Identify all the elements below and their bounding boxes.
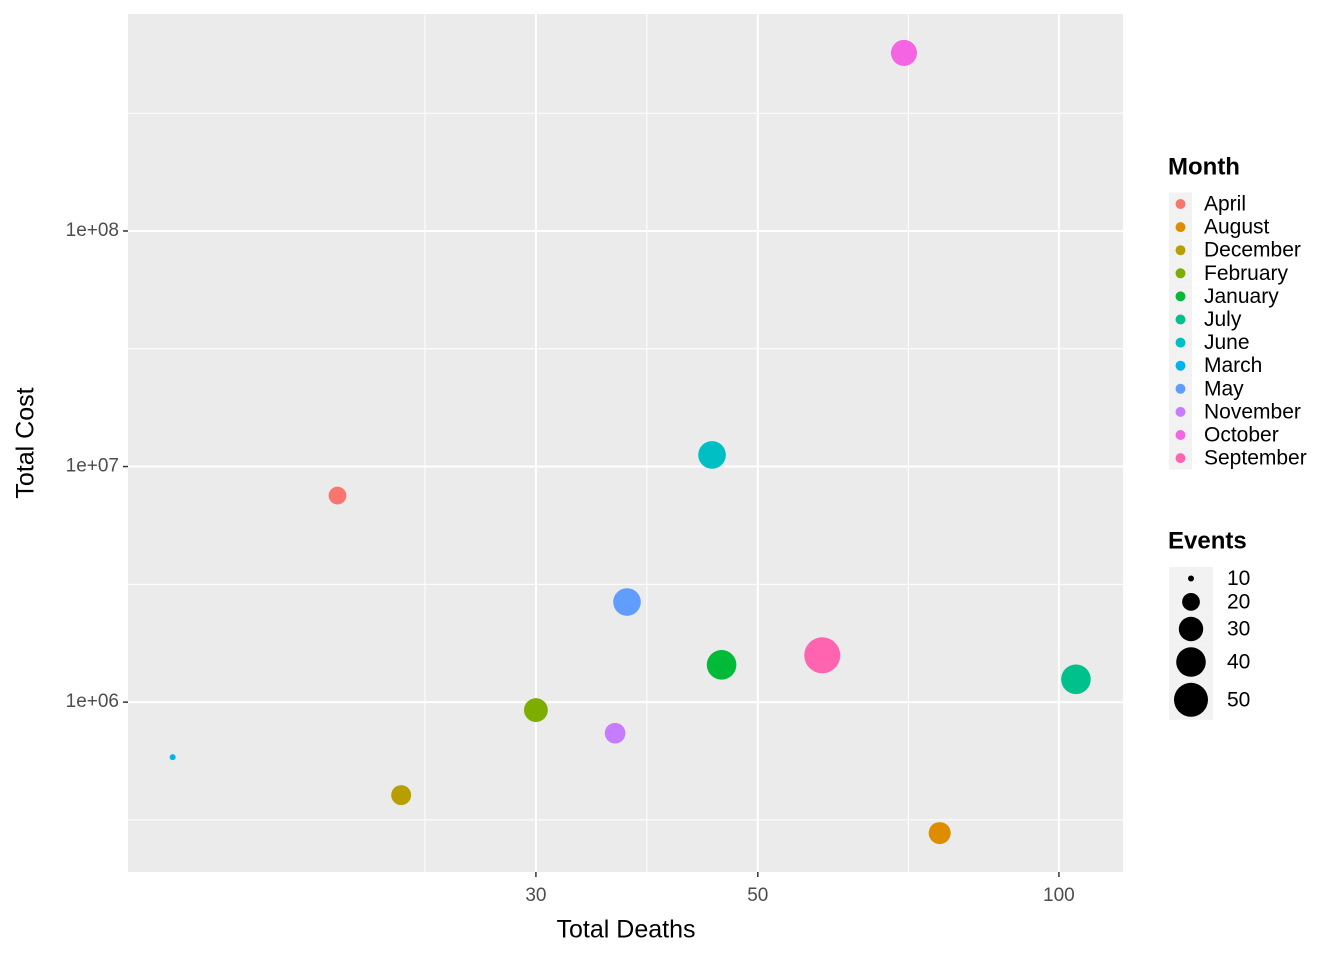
x-tick-label: 100 (1043, 885, 1075, 906)
legend-swatch (1175, 199, 1186, 209)
legend-label: February (1204, 262, 1289, 285)
size-legend-title: Events (1168, 527, 1247, 554)
legend-swatch (1175, 430, 1186, 440)
legend-label: March (1204, 354, 1262, 377)
point (890, 39, 918, 66)
legend-swatch (1175, 222, 1186, 233)
legend-label: May (1204, 377, 1244, 400)
legend-label: August (1204, 216, 1270, 239)
size-swatch (1182, 593, 1200, 611)
legend-label: 30 (1227, 618, 1250, 641)
legend-label: January (1204, 285, 1279, 308)
point (523, 698, 548, 722)
x-tick-label: 50 (747, 885, 768, 906)
point (391, 785, 412, 806)
point (604, 722, 626, 744)
legend-swatch (1175, 291, 1186, 302)
legend-label: September (1204, 447, 1307, 470)
legend-label: June (1204, 331, 1250, 354)
point (698, 441, 726, 469)
point (169, 754, 176, 761)
size-swatch (1176, 647, 1206, 677)
legend-label: October (1204, 424, 1279, 447)
y-axis-title: Total Cost (12, 387, 40, 498)
legend-label: 50 (1227, 688, 1250, 711)
legend-label: 10 (1227, 567, 1250, 590)
legend-label: 20 (1227, 590, 1250, 613)
y-tick-label: 1e+06 (66, 691, 119, 712)
legend-swatch (1175, 314, 1186, 325)
x-axis-title: Total Deaths (557, 916, 696, 944)
panel (128, 14, 1123, 872)
legend-swatch (1175, 453, 1186, 464)
legend-label: December (1204, 239, 1301, 262)
point (1061, 664, 1091, 695)
point (928, 822, 951, 845)
x-tick-label: 30 (525, 885, 546, 906)
size-swatch (1178, 616, 1204, 642)
size-swatch (1188, 575, 1194, 582)
legend-label: April (1204, 193, 1246, 216)
legend-label: 40 (1227, 651, 1250, 674)
legend-swatch (1175, 245, 1186, 256)
point (804, 637, 841, 674)
legend-swatch (1175, 268, 1186, 279)
legend-label: November (1204, 400, 1301, 423)
y-tick-label: 1e+07 (66, 456, 119, 477)
legend-swatch (1175, 406, 1186, 417)
point (706, 650, 737, 680)
point (613, 588, 641, 616)
legend-label: July (1204, 308, 1242, 331)
size-swatch (1174, 682, 1208, 717)
legend-swatch (1175, 383, 1186, 394)
legend-swatch (1175, 337, 1186, 348)
legend-title: Month (1168, 153, 1240, 180)
legend-swatch (1175, 360, 1186, 371)
y-tick-label: 1e+08 (66, 220, 119, 241)
point (328, 486, 347, 505)
